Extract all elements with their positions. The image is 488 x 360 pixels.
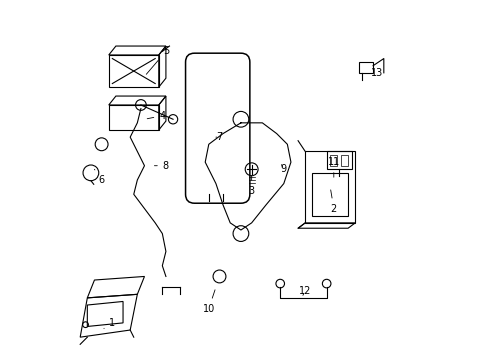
Bar xyxy=(108,105,159,130)
Bar xyxy=(340,155,347,166)
Text: 11: 11 xyxy=(327,157,339,177)
Text: 4: 4 xyxy=(147,111,165,121)
Text: 7: 7 xyxy=(216,132,222,142)
Text: 10: 10 xyxy=(202,290,215,314)
Text: 9: 9 xyxy=(280,164,286,174)
Text: 8: 8 xyxy=(154,161,169,171)
Text: 13: 13 xyxy=(370,68,382,78)
Bar xyxy=(312,173,347,216)
Text: 1: 1 xyxy=(104,318,115,328)
Text: 6: 6 xyxy=(94,169,104,185)
Bar xyxy=(329,155,337,166)
Bar xyxy=(108,55,159,87)
Bar xyxy=(305,152,354,223)
Text: 5: 5 xyxy=(146,46,169,74)
Bar xyxy=(358,62,372,73)
Text: 3: 3 xyxy=(248,176,254,196)
Bar xyxy=(326,152,351,169)
Text: 12: 12 xyxy=(299,286,311,296)
Text: 2: 2 xyxy=(330,190,336,213)
